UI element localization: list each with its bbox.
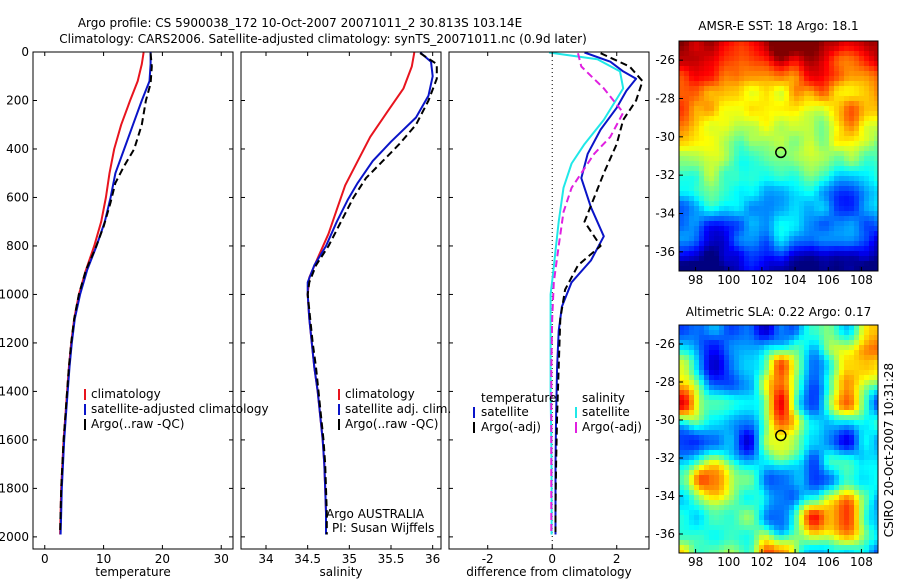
y-tick-label: 600 xyxy=(6,190,29,204)
x-axis-label: temperature xyxy=(95,565,170,579)
y-tick-label: 400 xyxy=(6,142,29,156)
y-tick-label: 1600 xyxy=(0,433,29,447)
y-tick-label: -26 xyxy=(655,337,675,351)
legend-label: Argo(-adj) xyxy=(481,420,541,434)
legend-title-salinity: salinity xyxy=(582,391,625,405)
x-tick-label: 34 xyxy=(258,552,273,566)
x-tick-label: 100 xyxy=(717,273,740,287)
y-tick-label: -28 xyxy=(655,92,675,106)
figure-title-line2: Climatology: CARS2006. Satellite-adjuste… xyxy=(59,32,587,46)
x-tick-label: 98 xyxy=(688,273,703,287)
heatmap-cells xyxy=(679,41,878,271)
x-axis-label: salinity xyxy=(319,565,362,579)
y-tick-label: -30 xyxy=(655,130,675,144)
legend-label: Argo(..raw -QC) xyxy=(91,417,184,431)
x-tick-label: 35.5 xyxy=(378,552,405,566)
legend-label: satellite xyxy=(582,405,630,419)
x-tick-label: 100 xyxy=(717,555,740,569)
y-tick-label: 1400 xyxy=(0,384,29,398)
series-temperature-satellite xyxy=(554,51,638,535)
y-tick-label: 0 xyxy=(21,45,29,59)
map-title: Altimetric SLA: 0.22 Argo: 0.17 xyxy=(686,305,871,319)
map-frame xyxy=(678,324,879,554)
x-tick-label: 102 xyxy=(750,555,773,569)
x-tick-label: 102 xyxy=(750,273,773,287)
side-note: CSIRO 20-Oct-2007 10:31:28 xyxy=(882,363,896,537)
x-axis-label: difference from climatology xyxy=(466,565,632,579)
series-climatology xyxy=(59,52,145,535)
y-tick-label: -32 xyxy=(655,451,675,465)
y-tick-label: 1800 xyxy=(0,481,29,495)
heatmap-cells xyxy=(679,325,878,553)
x-tick-label: 104 xyxy=(784,555,807,569)
salinity-annotation-line2: PI: Susan Wijffels xyxy=(332,521,434,535)
x-tick-label: 104 xyxy=(784,273,807,287)
series-salinity-argo-adj xyxy=(550,52,625,532)
sst-map-panel: AMSR-E SST: 18 Argo: 18.1 98 100 102 104 106 1… xyxy=(655,19,879,287)
x-tick-label: 106 xyxy=(817,555,840,569)
sla-map-panel: Altimetric SLA: 0.22 Argo: 0.17 98 100 102 1… xyxy=(655,305,879,569)
series-satellite-adjusted-climatology xyxy=(59,52,152,535)
plot-frame xyxy=(448,51,650,550)
argo-position-marker xyxy=(775,146,787,159)
salinity-panel: 34 34.5 35 35.5 36 salinity climatologysatelli… xyxy=(240,51,451,579)
legend-label: satellite xyxy=(481,405,529,419)
legend-label: Argo(-adj) xyxy=(582,420,642,434)
x-tick-label: 98 xyxy=(688,555,703,569)
y-tick-label: -26 xyxy=(655,53,675,67)
x-tick-label: -2 xyxy=(482,552,494,566)
y-tick-label: -30 xyxy=(655,413,675,427)
legend-label: satellite-adjusted climatology xyxy=(91,402,269,416)
x-tick-label: 10 xyxy=(96,552,111,566)
series-salinity-satellite xyxy=(548,51,625,535)
y-tick-label: 1000 xyxy=(0,287,29,301)
plot-frame xyxy=(32,51,234,550)
y-tick-label: 2000 xyxy=(0,530,29,544)
series-argo-raw-qc xyxy=(306,52,438,535)
y-tick-label: -32 xyxy=(655,168,675,182)
x-tick-label: 34.5 xyxy=(294,552,321,566)
y-tick-label: -34 xyxy=(655,489,675,503)
argo-position-marker xyxy=(775,429,787,442)
x-tick-label: 30 xyxy=(214,552,229,566)
y-tick-label: -34 xyxy=(655,207,675,221)
map-title: AMSR-E SST: 18 Argo: 18.1 xyxy=(698,19,858,33)
y-tick-label: -36 xyxy=(655,245,675,259)
legend-label: climatology xyxy=(91,387,161,401)
series-argo-raw-qc xyxy=(59,53,153,533)
legend-title-temperature: temperature xyxy=(481,391,556,405)
figure-title-line1: Argo profile: CS 5900038_172 10-Oct-2007… xyxy=(78,16,522,30)
y-tick-label: -28 xyxy=(655,375,675,389)
map-frame xyxy=(678,40,879,272)
temperature-panel: 0 10 20 30 temperature 0 200 400 600 800 1000 1200 1… xyxy=(0,45,269,579)
legend-label: satellite adj. clim. xyxy=(345,402,451,416)
x-tick-label: 0 xyxy=(548,552,556,566)
x-tick-label: 106 xyxy=(817,273,840,287)
salinity-annotation-line1: Argo AUSTRALIA xyxy=(326,507,425,521)
y-tick-label: 1200 xyxy=(0,336,29,350)
y-tick-label: -36 xyxy=(655,527,675,541)
x-tick-label: 2 xyxy=(613,552,621,566)
plot-frame xyxy=(240,51,442,550)
x-tick-label: 36 xyxy=(425,552,440,566)
x-tick-label: 108 xyxy=(850,273,873,287)
x-tick-label: 20 xyxy=(155,552,170,566)
x-tick-label: 35 xyxy=(342,552,357,566)
x-tick-label: 0 xyxy=(41,552,49,566)
x-tick-label: 108 xyxy=(850,555,873,569)
series-satellite-adj-clim xyxy=(306,51,434,535)
series-temperature-argo-adj xyxy=(554,52,644,532)
legend-label: climatology xyxy=(345,387,415,401)
y-tick-label: 200 xyxy=(6,93,29,107)
legend-label: Argo(..raw -QC) xyxy=(345,417,438,431)
y-tick-label: 800 xyxy=(6,239,29,253)
